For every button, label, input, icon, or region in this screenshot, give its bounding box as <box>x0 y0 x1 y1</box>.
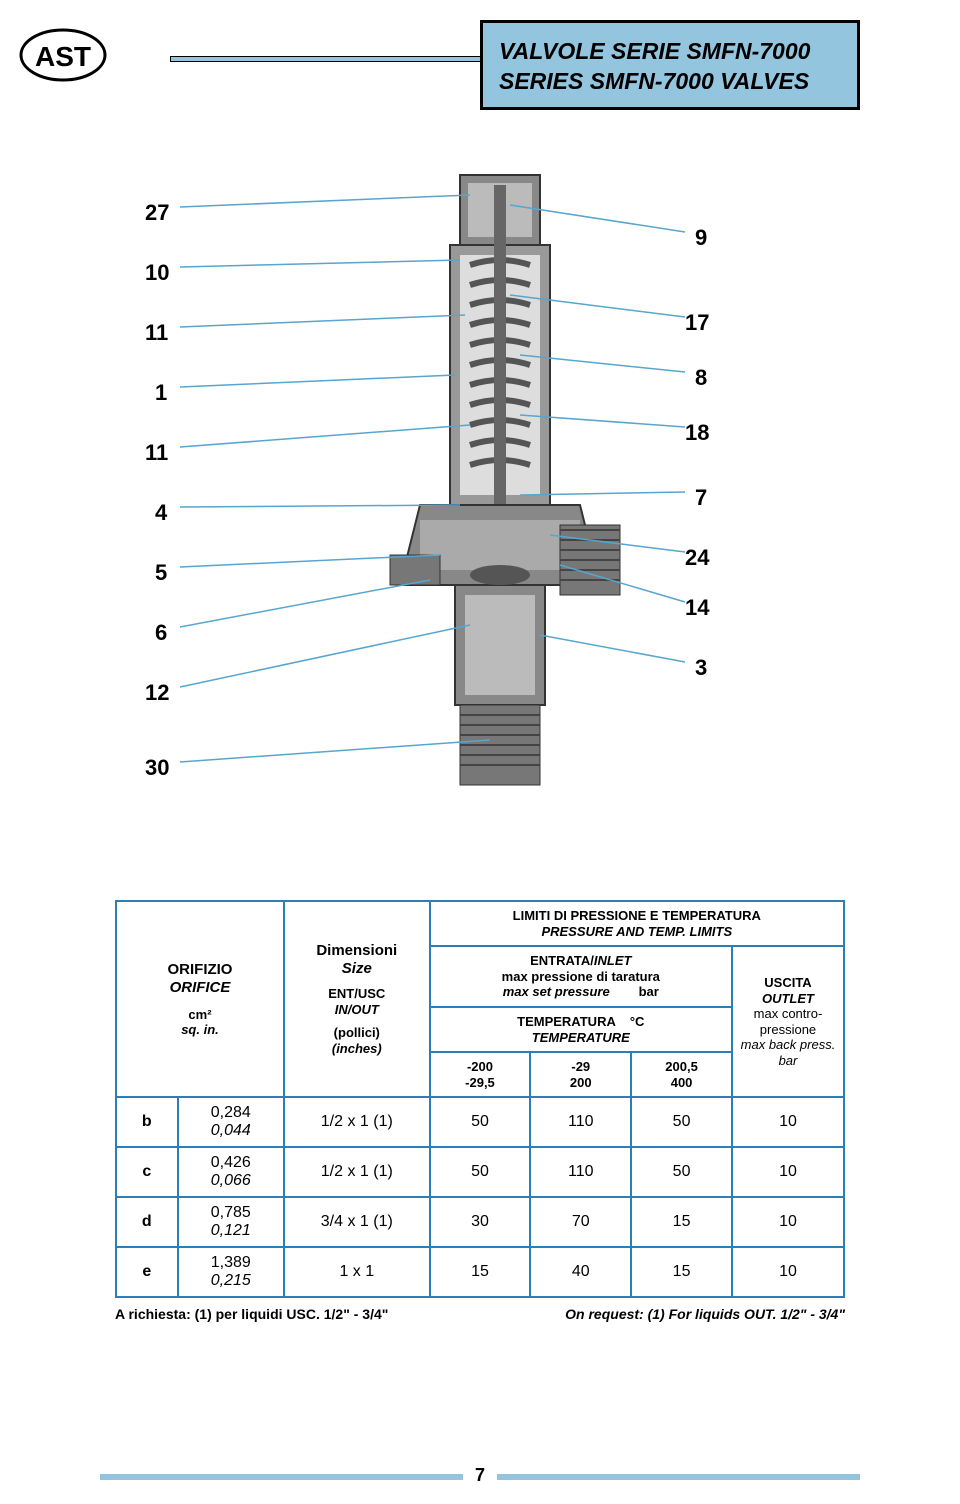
spec-table: ORIFIZIO ORIFICE cm² sq. in. Dimensioni … <box>115 900 845 1298</box>
row-v1: 15 <box>430 1247 531 1297</box>
title-box: VALVOLE SERIE SMFN-7000 SERIES SMFN-7000… <box>480 20 860 110</box>
callout-label: 18 <box>685 420 709 446</box>
svg-text:AST: AST <box>35 41 91 72</box>
callout-label: 30 <box>145 755 169 781</box>
hdr-range2a: -29 <box>535 1059 626 1075</box>
callout-label: 12 <box>145 680 169 706</box>
hdr-size-sub-en: IN/OUT <box>289 1002 425 1018</box>
hdr-size-unit-en: (inches) <box>289 1041 425 1057</box>
table-footnote: A richiesta: (1) per liquidi USC. 1/2" -… <box>115 1306 845 1322</box>
title-english: SERIES SMFN-7000 VALVES <box>499 67 841 97</box>
hdr-outlet-bar: bar <box>737 1053 839 1069</box>
spec-table-container: ORIFIZIO ORIFICE cm² sq. in. Dimensioni … <box>115 900 845 1322</box>
footnote-it: A richiesta: (1) per liquidi USC. 1/2" -… <box>115 1306 388 1322</box>
row-v1: 50 <box>430 1097 531 1147</box>
logo: AST <box>18 28 108 83</box>
hdr-limits-it: LIMITI DI PRESSIONE E TEMPERATURA <box>435 908 839 924</box>
callout-lines <box>90 165 860 835</box>
callout-label: 7 <box>695 485 707 511</box>
table-row: c0,4260,0661/2 x 1 (1)501105010 <box>116 1147 844 1197</box>
hdr-temp-en: TEMPERATURE <box>435 1030 727 1046</box>
callout-label: 1 <box>155 380 167 406</box>
hdr-outlet-sub-en: max back press. <box>737 1037 839 1053</box>
callout-label: 10 <box>145 260 169 286</box>
hdr-range3a: 200,5 <box>636 1059 727 1075</box>
row-orifice: 1,3890,215 <box>178 1247 284 1297</box>
hdr-inlet-it: ENTRATA <box>530 953 590 968</box>
row-size: 1 x 1 <box>284 1247 430 1297</box>
hdr-limits-en: PRESSURE AND TEMP. LIMITS <box>435 924 839 940</box>
hdr-size-sub-it: ENT/USC <box>289 986 425 1002</box>
hdr-range1a: -200 <box>435 1059 526 1075</box>
row-v1: 50 <box>430 1147 531 1197</box>
valve-diagram: 2710111114561230 917818724143 <box>90 165 860 835</box>
hdr-outlet-en: OUTLET <box>737 991 839 1007</box>
hdr-temp-it: TEMPERATURA <box>517 1014 615 1029</box>
row-v2: 110 <box>530 1147 631 1197</box>
hdr-orifice-en: ORIFICE <box>121 979 279 997</box>
callout-label: 3 <box>695 655 707 681</box>
row-out: 10 <box>732 1097 844 1147</box>
row-letter: d <box>116 1197 178 1247</box>
callout-label: 14 <box>685 595 709 621</box>
row-v2: 40 <box>530 1247 631 1297</box>
hdr-size-unit-it: (pollici) <box>289 1025 425 1041</box>
hdr-orifice-it: ORIFIZIO <box>121 961 279 979</box>
callout-label: 4 <box>155 500 167 526</box>
row-out: 10 <box>732 1147 844 1197</box>
row-v3: 50 <box>631 1097 732 1147</box>
row-size: 1/2 x 1 (1) <box>284 1147 430 1197</box>
row-size: 1/2 x 1 (1) <box>284 1097 430 1147</box>
hdr-range3b: 400 <box>636 1075 727 1091</box>
row-v2: 110 <box>530 1097 631 1147</box>
row-v3: 15 <box>631 1247 732 1297</box>
callout-label: 5 <box>155 560 167 586</box>
table-row: d0,7850,1213/4 x 1 (1)30701510 <box>116 1197 844 1247</box>
footnote-en: On request: (1) For liquids OUT. 1/2" - … <box>565 1306 845 1322</box>
row-letter: e <box>116 1247 178 1297</box>
callout-label: 9 <box>695 225 707 251</box>
row-v3: 15 <box>631 1197 732 1247</box>
callout-label: 6 <box>155 620 167 646</box>
page-number: 7 <box>463 1465 497 1486</box>
hdr-size-en: Size <box>289 960 425 978</box>
hdr-orifice-unit-it: cm² <box>121 1007 279 1023</box>
table-row: b0,2840,0441/2 x 1 (1)501105010 <box>116 1097 844 1147</box>
header-divider <box>170 56 490 62</box>
hdr-inlet-press-en: max set pressure <box>503 984 610 999</box>
row-letter: b <box>116 1097 178 1147</box>
callout-label: 11 <box>145 320 168 346</box>
callout-label: 8 <box>695 365 707 391</box>
table-row: e1,3890,2151 x 115401510 <box>116 1247 844 1297</box>
hdr-bar: bar <box>639 984 659 999</box>
row-size: 3/4 x 1 (1) <box>284 1197 430 1247</box>
row-orifice: 0,2840,044 <box>178 1097 284 1147</box>
hdr-range1b: -29,5 <box>435 1075 526 1091</box>
hdr-outlet-sub-it: max contro-pressione <box>737 1006 839 1037</box>
hdr-inlet-en: INLET <box>594 953 632 968</box>
hdr-orifice-unit-en: sq. in. <box>121 1022 279 1038</box>
callout-label: 11 <box>145 440 168 466</box>
hdr-degc: °C <box>630 1014 645 1029</box>
callout-label: 24 <box>685 545 709 571</box>
row-letter: c <box>116 1147 178 1197</box>
row-orifice: 0,4260,066 <box>178 1147 284 1197</box>
title-italian: VALVOLE SERIE SMFN-7000 <box>499 37 841 67</box>
hdr-size-it: Dimensioni <box>289 942 425 960</box>
hdr-outlet-it: USCITA <box>737 975 839 991</box>
row-v3: 50 <box>631 1147 732 1197</box>
row-out: 10 <box>732 1197 844 1247</box>
callout-label: 27 <box>145 200 169 226</box>
callout-label: 17 <box>685 310 709 336</box>
row-v1: 30 <box>430 1197 531 1247</box>
row-v2: 70 <box>530 1197 631 1247</box>
row-orifice: 0,7850,121 <box>178 1197 284 1247</box>
hdr-range2b: 200 <box>535 1075 626 1091</box>
row-out: 10 <box>732 1247 844 1297</box>
hdr-inlet-press-it: max pressione di taratura <box>435 969 727 985</box>
